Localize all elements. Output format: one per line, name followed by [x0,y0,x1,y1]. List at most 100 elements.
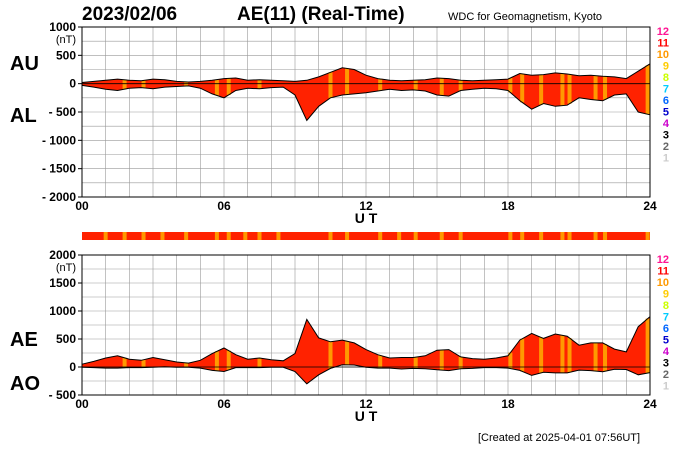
y-tick-label: - 1000 [42,133,76,147]
highlight-stripe [413,80,418,91]
activity-bar-segment [276,232,281,240]
x-tick-label: 12 [359,397,373,411]
legend-scale-label: 9 [663,61,669,73]
legend-scale-label: 10 [657,49,669,61]
series-upper-line [81,316,651,365]
activity-bar-segment [397,232,402,240]
legend-scale-label: 2 [663,141,669,153]
activity-bar-segment [243,232,248,240]
highlight-stripe [603,76,608,100]
activity-bar-segment [122,232,127,240]
highlight-stripe [508,352,513,369]
highlight-stripe [328,72,333,98]
highlight-stripe [520,73,525,103]
series-lower-line [81,84,651,122]
y-tick-label: 1000 [49,20,76,34]
activity-bar-segment [645,232,650,240]
highlight-stripe [226,350,231,370]
institution-label: WDC for Geomagnetism, Kyoto [448,11,603,23]
activity-bar-segment [345,232,350,240]
highlight-stripe [539,74,544,105]
highlight-stripe [214,351,219,371]
highlight-stripe [567,74,572,104]
activity-bar-segment [603,232,608,240]
x-tick-label: 24 [643,397,657,411]
x-tick-label: 00 [75,199,89,213]
activity-bar-segment [413,232,418,240]
x-tick-label: 24 [643,199,657,213]
x-tick-label: 18 [501,199,515,213]
legend-scale-label: 5 [663,335,669,347]
legend-scale-label: 6 [663,95,669,107]
index-label: AE [10,329,38,351]
activity-bar-segment [439,232,444,240]
highlight-stripe [345,341,350,365]
activity-bar-segment [508,232,513,240]
x-tick-label: 06 [217,199,231,213]
activity-bar-segment [226,232,231,240]
highlight-stripe [184,362,189,368]
activity-bar-segment [520,232,525,240]
highlight-stripe [567,337,572,373]
activity-bar-segment [184,232,189,240]
y-tick-label: 0 [69,77,76,91]
legend-scale-label: 10 [657,277,669,289]
highlight-stripe [645,318,650,374]
x-tick-label: 00 [75,397,89,411]
legend-scale-label: 2 [663,369,669,381]
highlight-stripe [141,359,146,368]
legend-scale-label: 3 [663,358,669,370]
highlight-stripe [378,78,383,91]
highlight-stripe [645,65,650,115]
highlight-stripe [378,355,383,369]
activity-bar-segment [257,232,262,240]
highlight-stripe [508,78,513,93]
legend-scale-label: 12 [657,254,669,266]
legend-scale-label: 5 [663,107,669,119]
highlight-stripe [439,78,444,96]
highlight-stripe [257,358,262,368]
highlight-stripe [458,356,463,369]
legend-scale-label: 8 [663,72,669,84]
activity-bar-segment [328,232,333,240]
highlight-stripe [520,338,525,372]
highlight-stripe [345,68,350,95]
highlight-stripe [328,341,333,369]
activity-bar [82,232,650,240]
highlight-stripe [560,73,565,106]
plot-frame [81,254,651,396]
activity-bar-segment [160,232,165,240]
legend-scale-label: 12 [657,26,669,38]
x-tick-label: 12 [359,199,373,213]
index-label: AU [10,53,39,75]
y-tick-label: 1000 [49,304,76,318]
activity-bar-segment [141,232,146,240]
chart-date: 2023/02/06 [82,4,178,25]
activity-bar-segment [103,232,108,240]
highlight-stripe [593,342,598,372]
y-tick-label: - 1500 [42,162,76,176]
activity-bar-segment [458,232,463,240]
legend-scale-label: 1 [663,153,669,165]
activity-bar-segment [214,232,219,240]
legend-scale-label: 11 [657,266,669,278]
y-tick-label: - 500 [49,105,77,119]
activity-bar-segment [539,232,544,240]
activity-bar-segment [560,232,565,240]
legend-scale-label: 11 [657,38,669,50]
series-upper-line [81,63,651,83]
highlight-stripe [226,78,231,95]
chart-title: AE(11) (Real-Time) [237,4,405,25]
y-tick-label: 500 [56,332,76,346]
x-tick-label: 06 [217,397,231,411]
activity-bar-segment [378,232,383,240]
y-tick-label: - 2000 [42,190,76,204]
legend-scale-label: 4 [663,118,670,130]
index-label: AL [10,105,37,127]
y-tick-label: 500 [56,48,76,62]
legend-scale-label: 7 [663,84,669,96]
highlight-stripe [413,357,418,369]
index-label: AO [10,373,40,395]
highlight-stripe [257,79,262,89]
